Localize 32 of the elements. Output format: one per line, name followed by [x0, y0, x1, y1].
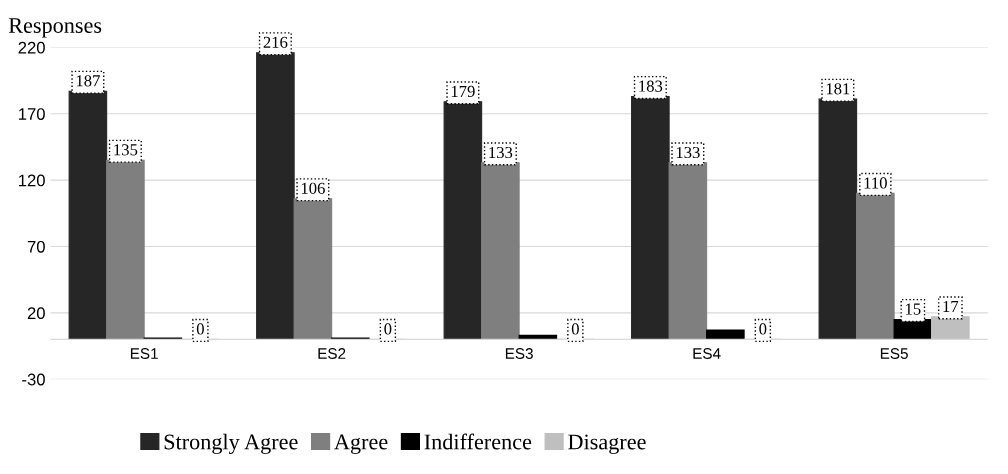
- x-tick-label: ES1: [130, 348, 158, 359]
- legend-label: Agree: [334, 434, 388, 454]
- data-label: 0: [571, 323, 579, 335]
- data-label: 183: [639, 80, 663, 92]
- y-tick-label: 170: [19, 108, 45, 120]
- data-label: 17: [943, 300, 959, 312]
- legend-label: Disagree: [568, 434, 646, 454]
- data-label: 179: [451, 85, 475, 98]
- data-label: 133: [489, 146, 513, 159]
- y-tick-label: -30: [22, 373, 45, 386]
- data-label: 0: [384, 323, 392, 335]
- data-label: 187: [76, 75, 100, 87]
- legend-label: Indifference: [424, 433, 532, 450]
- y-tick-label: 220: [18, 41, 45, 54]
- x-tick-label: ES4: [693, 348, 721, 359]
- data-label: 0: [759, 323, 767, 335]
- x-tick-label: ES5: [880, 348, 908, 359]
- legend-label: Strongly Agree: [164, 433, 298, 454]
- data-label: 181: [826, 83, 850, 95]
- data-label: 106: [301, 182, 325, 194]
- data-label: 216: [263, 36, 288, 48]
- data-label: 135: [114, 144, 138, 156]
- y-axis-title: Responses: [8, 18, 102, 38]
- x-tick-label: ES3: [505, 348, 533, 359]
- data-label: 110: [864, 177, 887, 189]
- x-tick-label: ES2: [318, 348, 346, 359]
- data-label: 133: [676, 146, 700, 159]
- data-label: 15: [905, 303, 921, 315]
- y-tick-label: 20: [27, 307, 45, 320]
- y-tick-label: 120: [19, 174, 45, 187]
- data-label: 0: [196, 323, 204, 335]
- y-tick-label: 70: [27, 240, 45, 253]
